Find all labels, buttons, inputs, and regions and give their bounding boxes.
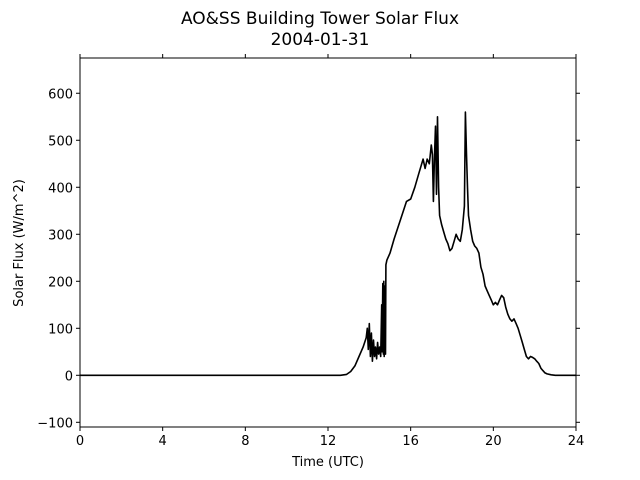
x-tick-label: 0 [76, 434, 84, 449]
chart-title: AO&SS Building Tower Solar Flux [181, 9, 459, 29]
x-tick-label: 8 [241, 434, 249, 449]
y-tick-label: 0 [65, 369, 73, 384]
y-axis-label: Solar Flux (W/m^2) [12, 179, 27, 307]
x-axis-label: Time (UTC) [291, 455, 364, 470]
x-tick-label: 4 [159, 434, 167, 449]
x-tick-label: 20 [485, 434, 502, 449]
y-tick-label: 100 [48, 322, 73, 337]
y-tick-label: 200 [48, 275, 73, 290]
x-tick-label: 16 [402, 434, 419, 449]
flux-series-line [80, 111, 576, 377]
y-tick-label: 600 [48, 87, 73, 102]
chart-subtitle: 2004-01-31 [271, 30, 370, 50]
x-tick-label: 12 [320, 434, 337, 449]
y-tick-label: 400 [48, 181, 73, 196]
y-tick-label: 500 [48, 134, 73, 149]
y-tick-label: 300 [48, 228, 73, 243]
y-tick-label: −100 [37, 416, 73, 431]
x-tick-label: 24 [568, 434, 585, 449]
plot-area [79, 57, 577, 428]
